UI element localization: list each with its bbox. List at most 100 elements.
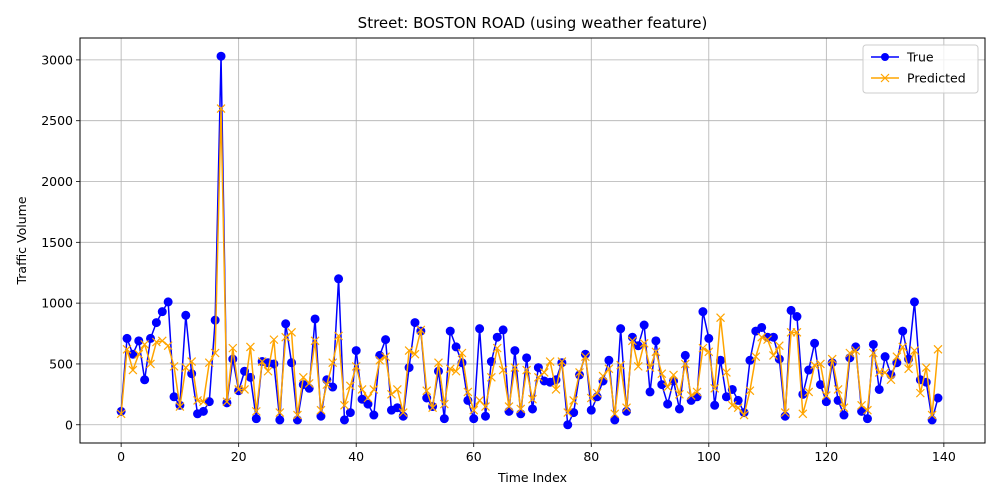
data-point-predicted (645, 363, 655, 373)
data-point-predicted (545, 357, 555, 366)
data-point-predicted (927, 410, 937, 420)
data-point-true (616, 324, 626, 334)
data-point-predicted (921, 363, 931, 373)
data-point-true (398, 411, 408, 421)
data-point-true (933, 393, 943, 403)
data-point-true (439, 414, 449, 424)
data-point-predicted (510, 363, 520, 373)
data-point-true (334, 274, 344, 284)
data-point-true (563, 420, 573, 430)
data-point-predicted (910, 346, 919, 355)
data-point-predicted (351, 361, 361, 371)
data-point-predicted (551, 385, 561, 394)
data-point-predicted (334, 331, 343, 341)
data-point-predicted (674, 389, 684, 399)
data-point-predicted (516, 404, 526, 414)
data-point-predicted (851, 346, 861, 355)
data-point-predicted (240, 385, 249, 394)
y-tick-label: 3000 (41, 52, 73, 67)
y-tick-label: 2500 (41, 113, 73, 128)
data-point-true (492, 332, 502, 342)
data-point-predicted (398, 408, 408, 418)
data-point-predicted (451, 366, 461, 376)
data-point-predicted (128, 365, 138, 375)
data-point-true (522, 353, 532, 363)
data-point-predicted (622, 403, 631, 413)
data-point-predicted (263, 366, 273, 376)
data-point-predicted (586, 393, 596, 403)
data-point-true (404, 363, 414, 373)
data-point-predicted (604, 364, 614, 374)
data-point-predicted (340, 400, 349, 410)
data-point-true (339, 415, 349, 425)
x-axis-label: Time Index (497, 470, 567, 485)
data-point-predicted (651, 347, 661, 357)
data-point-predicted (187, 357, 197, 366)
plot-frame (79, 37, 986, 444)
data-point-predicted (322, 380, 332, 390)
data-point-predicted (445, 364, 455, 374)
data-point-predicted (821, 391, 831, 400)
data-point-predicted (692, 387, 702, 397)
data-point-true (710, 400, 720, 410)
data-point-predicted (434, 358, 443, 368)
x-tick-label: 120 (814, 449, 838, 464)
data-point-true (310, 314, 320, 324)
data-point-true (498, 325, 508, 335)
data-point-true (198, 406, 208, 416)
legend-true-marker (881, 53, 889, 61)
y-tick-label: 0 (65, 417, 73, 432)
chart-title: Street: BOSTON ROAD (using weather featu… (358, 14, 708, 32)
data-point-predicted (416, 325, 426, 335)
data-point-true (134, 336, 144, 346)
data-point-predicted (792, 327, 802, 337)
data-point-predicted (704, 347, 714, 357)
data-point-true (281, 319, 291, 329)
data-point-predicted (198, 397, 208, 407)
data-point-predicted (745, 386, 755, 396)
data-point-true (516, 409, 526, 419)
data-point-true (862, 414, 872, 424)
data-point-true (251, 414, 261, 424)
data-point-predicted (892, 352, 902, 362)
data-point-true (645, 387, 655, 397)
data-point-true (510, 346, 520, 356)
data-point-predicted (498, 365, 508, 375)
data-point-true (504, 406, 514, 416)
y-tick-label: 1500 (41, 235, 73, 250)
data-point-predicted (257, 357, 267, 366)
data-point-true (228, 354, 238, 364)
data-point-predicted (657, 369, 667, 379)
data-point-predicted (316, 405, 326, 415)
data-point-predicted (727, 400, 737, 410)
data-point-predicted (410, 349, 420, 359)
data-point-predicted (328, 358, 338, 368)
x-tick-label: 100 (697, 449, 721, 464)
data-point-true (704, 333, 714, 343)
data-point-predicted (575, 368, 584, 377)
legend-predicted-marker (880, 73, 890, 83)
data-point-true (674, 404, 684, 414)
data-point-predicted (146, 359, 155, 369)
data-point-predicted (833, 385, 843, 394)
ticks: 0 20 40 60 80 100 120 140 0 500 1000 1500 2000 2500 30… (41, 52, 956, 464)
data-point-true (610, 415, 620, 425)
data-point-predicted (216, 104, 226, 113)
y-tick-label: 500 (49, 356, 73, 371)
data-point-predicted (633, 361, 643, 371)
data-point-predicted (592, 388, 602, 398)
data-point-predicted (169, 361, 179, 371)
data-point-true (721, 392, 731, 402)
data-point-true (533, 363, 543, 373)
data-point-predicted (780, 408, 790, 418)
data-point-predicted (580, 352, 590, 362)
data-point-predicted (457, 348, 467, 358)
data-point-predicted (557, 357, 567, 366)
data-point-true (839, 410, 849, 420)
data-point-predicted (310, 336, 320, 346)
legend-predicted-label: Predicted (907, 71, 966, 86)
data-point-true (445, 326, 455, 336)
data-point-true (651, 336, 661, 346)
data-point-true (810, 338, 820, 348)
data-point-predicted (387, 389, 396, 399)
